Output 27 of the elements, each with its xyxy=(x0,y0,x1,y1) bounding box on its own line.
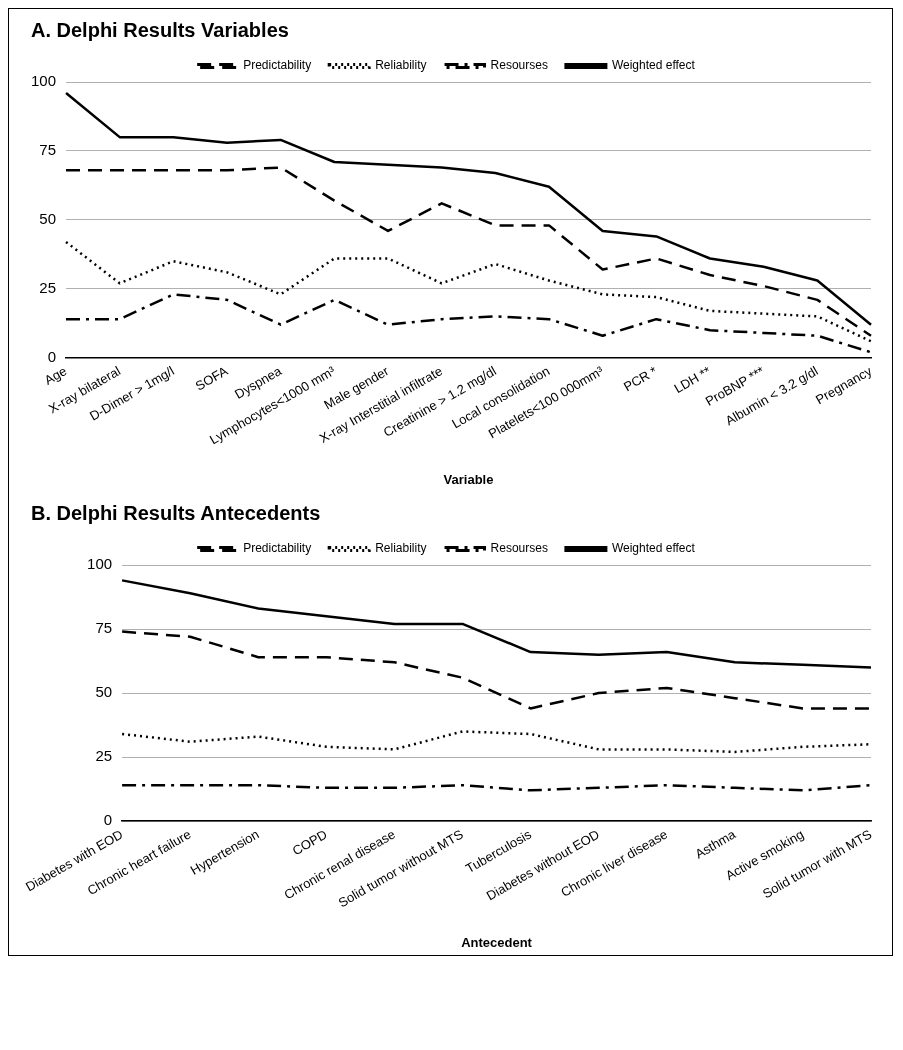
line-series xyxy=(64,293,873,354)
y-tick-label: 0 xyxy=(47,347,57,365)
line-series xyxy=(64,166,873,337)
y-tick-label: 25 xyxy=(39,278,57,296)
chart-title: B. Delphi Results Antecedents xyxy=(31,502,322,525)
y-tick-label: 50 xyxy=(95,683,113,701)
y-tick-label: 100 xyxy=(31,72,57,90)
legend-label: Weighted effect xyxy=(611,58,696,73)
legend-label: Resourses xyxy=(490,541,548,556)
legend-label: Predictability xyxy=(243,58,312,73)
y-tick-label: 100 xyxy=(87,555,113,573)
y-tick-label: 0 xyxy=(103,811,113,829)
chart-title: A. Delphi Results Variables xyxy=(31,19,290,42)
legend-label: Reliability xyxy=(375,58,427,73)
legend-label: Weighted effect xyxy=(611,541,696,556)
y-tick-label: 50 xyxy=(39,210,57,228)
line-series xyxy=(64,240,873,343)
x-tick-label: PCR * xyxy=(620,363,660,395)
x-tick-label: Age xyxy=(41,363,70,388)
legend-label: Resourses xyxy=(490,58,548,73)
y-tick-label: 75 xyxy=(95,619,113,637)
x-axis-title: Variable xyxy=(443,471,494,487)
y-tick-label: 25 xyxy=(95,747,113,765)
legend-label: Reliability xyxy=(375,541,427,556)
y-tick-label: 75 xyxy=(39,141,57,159)
x-axis-title: Antecedent xyxy=(461,934,533,950)
legend-label: Predictability xyxy=(243,541,312,556)
